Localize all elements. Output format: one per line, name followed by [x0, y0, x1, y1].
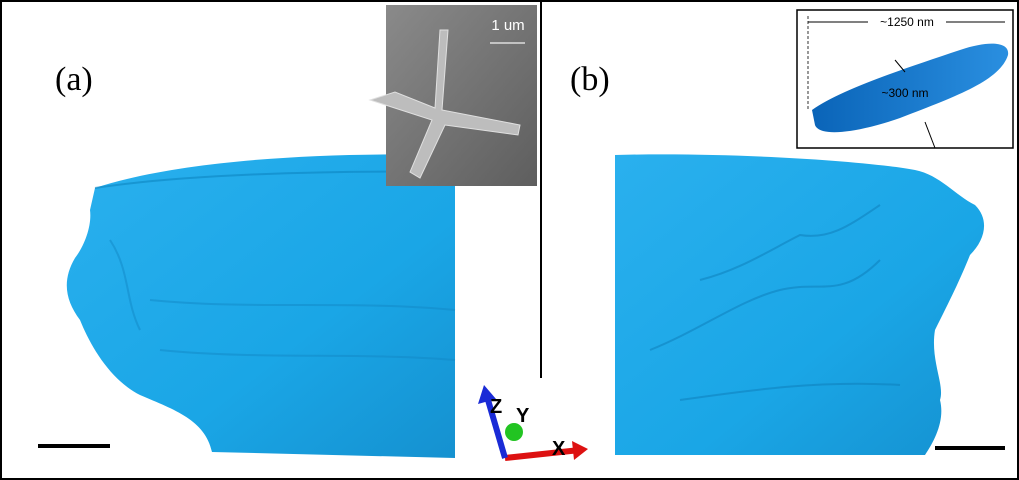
width-text: ~300 nm [881, 86, 928, 100]
panel-label: (b) [570, 61, 610, 98]
figure: 1 um (a) (b) ~1250 nm ~300 nm Z Y X [0, 0, 1019, 480]
scale-bar [935, 446, 1005, 450]
reconstruction-b [615, 154, 984, 455]
axis-label: Z [490, 396, 502, 418]
length-text: ~1250 nm [880, 15, 934, 29]
axis-label: X [552, 438, 566, 460]
scale-bar [38, 444, 110, 448]
inset-scale-text: 1 um [491, 17, 524, 34]
axis-label: Y [516, 405, 530, 427]
panel-label: (a) [55, 61, 93, 98]
